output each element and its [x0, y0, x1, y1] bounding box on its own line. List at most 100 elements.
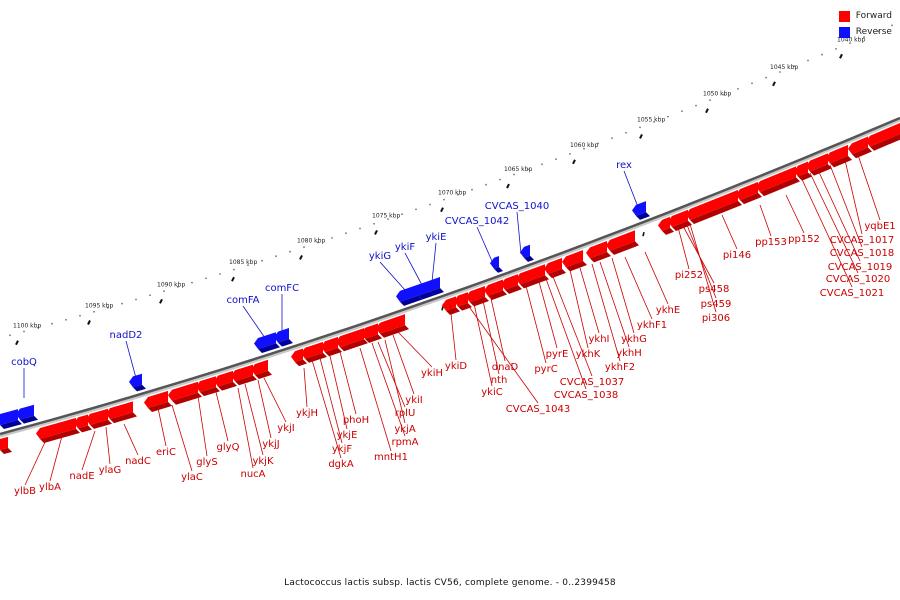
reverse-gene-block[interactable] — [274, 328, 293, 347]
gene-label-ykie[interactable]: ykiE — [426, 232, 447, 243]
gene-label-cvcas-1017[interactable]: CVCAS_1017 — [830, 235, 894, 246]
forward-gene-block[interactable] — [36, 417, 80, 444]
reverse-gene-block[interactable] — [254, 332, 280, 353]
gene-label-pp153[interactable]: pp153 — [755, 237, 787, 248]
scale-label: 1095 kbp — [85, 303, 113, 310]
gene-label-cvcas-1043[interactable]: CVCAS_1043 — [506, 404, 570, 415]
gene-label-pyrc[interactable]: pyrC — [534, 364, 557, 375]
gene-label-cvcas-1021[interactable]: CVCAS_1021 — [820, 288, 884, 299]
scale-dot — [219, 273, 221, 275]
genome-backbone — [0, 116, 900, 438]
gene-label-nuca[interactable]: nucA — [240, 469, 265, 480]
gene-label-cvcas-1040[interactable]: CVCAS_1040 — [485, 201, 549, 212]
gene-label-ykii[interactable]: ykiI — [405, 395, 422, 406]
gene-label-pi146[interactable]: pi146 — [723, 250, 751, 261]
gene-label-nth[interactable]: nth — [491, 375, 508, 386]
gene-label-ykif[interactable]: ykiF — [395, 242, 415, 253]
forward-gene-block[interactable] — [86, 408, 112, 429]
gene-label-rpma[interactable]: rpmA — [391, 437, 418, 448]
scale-dot — [849, 42, 851, 44]
legend-reverse[interactable]: Reverse — [838, 24, 892, 40]
gene-label-nadc[interactable]: nadC — [125, 456, 151, 467]
legend-forward[interactable]: Forward — [838, 8, 892, 24]
gene-label-comfc[interactable]: comFC — [265, 283, 299, 294]
forward-gene-block[interactable] — [658, 216, 674, 235]
reverse-gene-block[interactable] — [520, 244, 534, 262]
gene-label-ykih[interactable]: ykiH — [421, 368, 443, 379]
forward-gene-block[interactable] — [606, 230, 639, 255]
scale-dot — [177, 286, 179, 288]
gene-label-rplu[interactable]: rplU — [395, 408, 416, 419]
gene-label-cvcas-1042[interactable]: CVCAS_1042 — [445, 216, 509, 227]
gene-label-cvcas-1020[interactable]: CVCAS_1020 — [826, 274, 890, 285]
gene-label-ykjh[interactable]: ykjH — [296, 408, 318, 419]
forward-gene-block[interactable] — [0, 436, 12, 454]
forward-gene-block[interactable] — [466, 286, 489, 307]
gene-label-pi306[interactable]: pi306 — [702, 313, 730, 324]
forward-gene-block[interactable] — [848, 136, 872, 159]
gene-label-ykhe[interactable]: ykhE — [656, 305, 680, 316]
gene-label-pi252[interactable]: pi252 — [675, 270, 703, 281]
gene-label-glys[interactable]: glyS — [196, 457, 217, 468]
scale-dot — [331, 237, 333, 239]
gene-label-ykhf1[interactable]: ykhF1 — [637, 320, 667, 331]
gene-label-nade[interactable]: nadE — [69, 471, 94, 482]
gene-label-ykjk[interactable]: ykjK — [252, 456, 273, 467]
gene-label-ykje[interactable]: ykjE — [337, 430, 358, 441]
gene-label-eric[interactable]: eriC — [156, 447, 176, 458]
leader-line — [689, 223, 717, 313]
gene-label-ykhi[interactable]: ykhI — [589, 334, 610, 345]
gene-label-mnth1[interactable]: mntH1 — [374, 452, 408, 463]
reverse-gene-block[interactable] — [16, 404, 38, 424]
gene-label-cvcas-1037[interactable]: CVCAS_1037 — [560, 377, 624, 388]
gene-label-comfa[interactable]: comFA — [226, 295, 259, 306]
forward-gene-block[interactable] — [562, 250, 587, 272]
scale-dot — [863, 36, 865, 39]
gene-label-pyre[interactable]: pyrE — [546, 349, 569, 360]
gene-label-yqbe1[interactable]: yqbE1 — [864, 221, 895, 232]
gene-label-phoh[interactable]: phoH — [343, 415, 369, 426]
leader-line — [123, 423, 139, 456]
gene-label-ylag[interactable]: ylaG — [99, 465, 122, 476]
forward-gene-block[interactable] — [144, 390, 172, 412]
gene-label-cvcas-1038[interactable]: CVCAS_1038 — [554, 390, 618, 401]
gene-label-ykic[interactable]: ykiC — [481, 387, 502, 398]
reverse-gene-block[interactable] — [0, 409, 22, 429]
gene-label-ps458[interactable]: ps458 — [699, 284, 730, 295]
gene-label-ykja[interactable]: ykjA — [394, 424, 415, 435]
leader-line — [464, 300, 539, 404]
forward-gene-block[interactable] — [586, 240, 611, 263]
gene-label-glyq[interactable]: glyQ — [217, 442, 240, 453]
gene-label-ykhk[interactable]: ykhK — [576, 349, 601, 360]
gene-label-cvcas-1019[interactable]: CVCAS_1019 — [828, 262, 892, 273]
gene-label-ykjf[interactable]: ykjF — [332, 444, 352, 455]
gene-label-cobq[interactable]: cobQ — [11, 357, 37, 368]
gene-label-ykji[interactable]: ykjI — [277, 423, 294, 434]
forward-gene-block[interactable] — [484, 279, 507, 300]
reverse-gene-block[interactable] — [396, 284, 422, 306]
gene-label-dnad[interactable]: dnaD — [492, 362, 519, 373]
gene-label-ylbb[interactable]: ylbB — [14, 486, 36, 497]
gene-label-ylba[interactable]: ylbA — [39, 482, 61, 493]
gene-label-ykid[interactable]: ykiD — [445, 361, 467, 372]
gene-label-pp152[interactable]: pp152 — [788, 234, 820, 245]
gene-label-ykhg[interactable]: ykhG — [621, 334, 647, 345]
reverse-gene-block[interactable] — [129, 373, 146, 392]
gene-label-ykhh[interactable]: ykhH — [616, 348, 642, 359]
gene-label-cvcas-1018[interactable]: CVCAS_1018 — [830, 248, 894, 259]
gene-label-rex[interactable]: rex — [616, 160, 632, 171]
reverse-gene-block[interactable] — [490, 255, 503, 273]
gene-label-nadd2[interactable]: nadD2 — [110, 330, 143, 341]
forward-gene-block[interactable] — [168, 381, 202, 405]
gene-label-ylac[interactable]: ylaC — [181, 472, 203, 483]
forward-gene-block[interactable] — [291, 348, 307, 367]
gene-label-ps459[interactable]: ps459 — [701, 299, 732, 310]
reverse-gene-block[interactable] — [632, 201, 650, 220]
gene-label-ykjj[interactable]: ykjJ — [262, 439, 279, 450]
gene-label-dgka[interactable]: dgkA — [328, 459, 353, 470]
leader-line — [359, 347, 392, 452]
forward-gene-block[interactable] — [442, 296, 460, 315]
gene-label-ykig[interactable]: ykiG — [369, 251, 391, 262]
forward-gene-block[interactable] — [501, 274, 522, 294]
gene-label-ykhf2[interactable]: ykhF2 — [605, 362, 635, 373]
